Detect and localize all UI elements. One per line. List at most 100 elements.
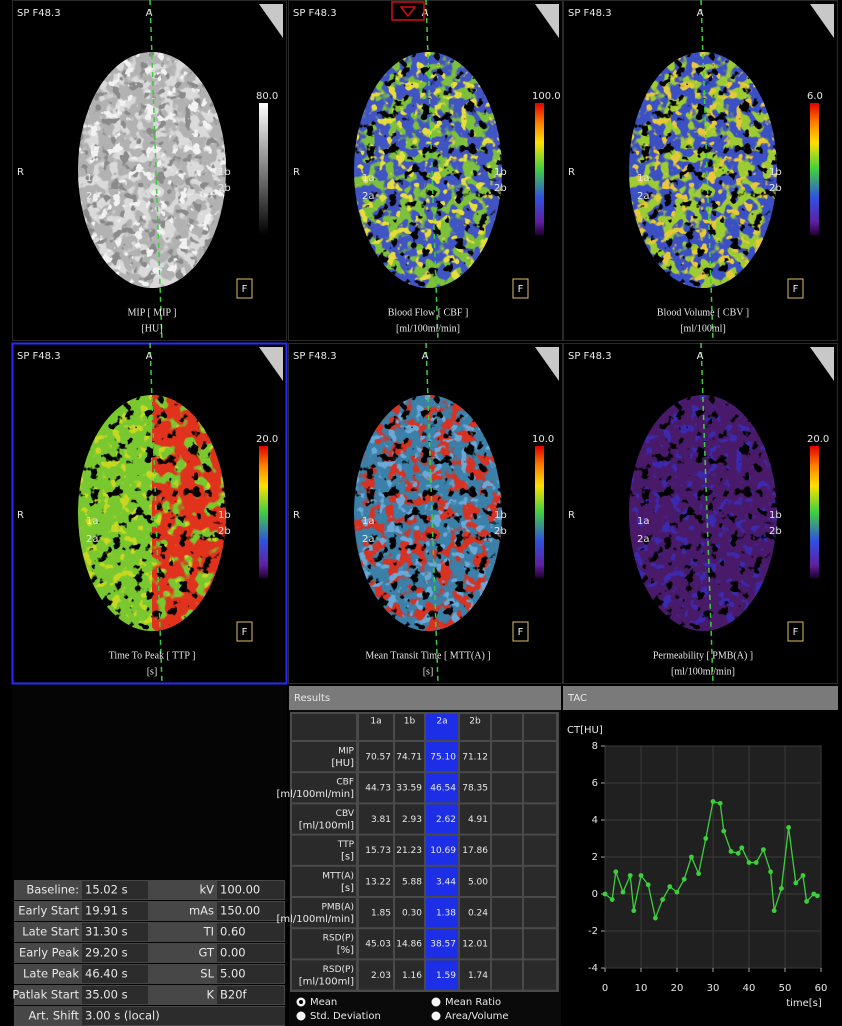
value-box bbox=[82, 986, 148, 1004]
image-panel[interactable]: 100.0 SP F48.3 A R 1a 2a 1b 2b F Blood Flow [ CBF… bbox=[288, 0, 563, 342]
value-box bbox=[217, 902, 284, 920]
param-label: Early Peak bbox=[19, 946, 79, 960]
color-bar bbox=[535, 103, 544, 235]
x-axis-label: time[s] bbox=[786, 998, 822, 1009]
image-panel[interactable]: 20.0 SP F48.3 A R 1a 2a 1b 2b F Permeability [ PM… bbox=[563, 342, 838, 685]
orientation-left: R bbox=[568, 167, 575, 178]
tac-point bbox=[717, 800, 723, 806]
value-box bbox=[217, 881, 284, 899]
cell-value: 3.81 bbox=[371, 815, 391, 825]
cell-value: 2.93 bbox=[402, 815, 422, 825]
orientation-top: A bbox=[146, 8, 153, 19]
map-title: Blood Volume [ CBV ] bbox=[657, 307, 749, 318]
row-unit: [ml/100ml] bbox=[299, 820, 354, 831]
tac-point bbox=[696, 871, 701, 877]
cell bbox=[460, 773, 490, 803]
tac-point bbox=[667, 884, 673, 889]
cell-value: 15.73 bbox=[365, 846, 391, 856]
cell bbox=[292, 866, 356, 896]
cell-value: 1.59 bbox=[436, 971, 456, 981]
cell-value: 78.35 bbox=[462, 784, 488, 794]
cell bbox=[359, 960, 393, 990]
cell bbox=[524, 866, 556, 896]
param-label: GT bbox=[198, 946, 215, 960]
corner-tab bbox=[535, 347, 559, 381]
cell bbox=[395, 960, 424, 990]
y-tick-label: 2 bbox=[592, 852, 598, 863]
cell-value: 3.44 bbox=[436, 877, 456, 887]
radio[interactable] bbox=[296, 1011, 306, 1021]
param-value: 35.00 s bbox=[85, 988, 128, 1002]
radio-label[interactable]: Area/Volume bbox=[445, 1011, 509, 1022]
column-header: 2a bbox=[436, 717, 447, 727]
param-value: 100.00 bbox=[220, 883, 260, 897]
tac-point bbox=[746, 860, 752, 865]
x-tick-label: 50 bbox=[779, 983, 792, 994]
param-label: kV bbox=[199, 883, 214, 897]
cell bbox=[524, 835, 556, 865]
value-box bbox=[82, 1007, 285, 1025]
cell bbox=[426, 960, 458, 990]
value-box bbox=[217, 986, 284, 1004]
x-tick-label: 10 bbox=[635, 983, 648, 994]
cell-value: 2.03 bbox=[371, 971, 391, 981]
flag-box bbox=[787, 278, 804, 299]
radio-label[interactable]: Std. Deviation bbox=[310, 1011, 381, 1022]
tac-point bbox=[703, 836, 709, 841]
value-box bbox=[217, 944, 284, 962]
tac-point bbox=[793, 880, 799, 886]
param-value: 0.00 bbox=[220, 946, 246, 960]
cell bbox=[426, 742, 458, 772]
cell bbox=[395, 773, 424, 803]
cell bbox=[492, 898, 522, 928]
radio[interactable] bbox=[431, 1011, 441, 1021]
param-label: Patlak Start bbox=[12, 988, 79, 1002]
radio-label[interactable]: Mean Ratio bbox=[445, 997, 501, 1008]
param-label: Early Start bbox=[18, 904, 79, 918]
cell bbox=[395, 929, 424, 959]
series-label: SP F48.3 bbox=[17, 351, 61, 362]
radio-label[interactable]: Mean bbox=[310, 997, 337, 1008]
corner-tab bbox=[810, 347, 834, 381]
cell bbox=[524, 742, 556, 772]
map-title: MIP [ MIP ] bbox=[128, 307, 177, 318]
radio[interactable] bbox=[431, 997, 441, 1007]
column-header: 2b bbox=[469, 717, 481, 727]
image-panel[interactable]: 6.0 SP F48.3 A R 1a 2a 1b 2b F Blood Volume [ CBV… bbox=[563, 0, 838, 342]
cell bbox=[426, 773, 458, 803]
cell-value: 2.62 bbox=[436, 815, 456, 825]
tac-point bbox=[728, 849, 734, 854]
midline bbox=[700, 0, 714, 342]
cell bbox=[460, 929, 490, 959]
orientation-top: A bbox=[697, 351, 704, 362]
map-title: Time To Peak [ TTP ] bbox=[109, 650, 196, 661]
orientation-top: A bbox=[422, 351, 429, 362]
tac-point bbox=[753, 860, 759, 865]
y-tick-label: -2 bbox=[588, 926, 598, 937]
row-unit: [ml/100ml/min] bbox=[276, 914, 354, 925]
cell bbox=[524, 804, 556, 834]
map-unit: [s] bbox=[423, 666, 434, 677]
region-label: 1a bbox=[86, 173, 99, 184]
map-layer bbox=[78, 52, 226, 288]
image-panel[interactable]: 80.0 SP F48.3 A R 1a 2a 1b 2b F MIP [ MIP ] [HU] bbox=[12, 0, 287, 342]
brain-map bbox=[629, 395, 777, 631]
cell bbox=[524, 714, 556, 740]
cell-value: 1.16 bbox=[402, 971, 422, 981]
region-label: 2a bbox=[362, 191, 375, 202]
y-tick-label: 6 bbox=[592, 778, 598, 789]
tac-point bbox=[613, 869, 619, 875]
image-panel[interactable]: 10.0 SP F48.3 A R 1a 2a 1b 2b F Mean Transit Time… bbox=[288, 342, 563, 685]
tac-point bbox=[674, 889, 680, 895]
cell bbox=[492, 866, 522, 896]
cell-value: 13.22 bbox=[365, 877, 391, 887]
orientation-left: R bbox=[293, 510, 300, 521]
cell bbox=[460, 866, 490, 896]
row-label: MTT(A) bbox=[322, 871, 354, 881]
cell-value: 46.54 bbox=[430, 784, 456, 794]
cell bbox=[292, 898, 356, 928]
image-panel[interactable]: 20.0 SP F48.3 A R 1a 2a 1b 2b F Time To Peak [ TT… bbox=[11, 342, 313, 685]
cell bbox=[426, 835, 458, 865]
cell bbox=[359, 866, 393, 896]
midline bbox=[425, 0, 439, 342]
